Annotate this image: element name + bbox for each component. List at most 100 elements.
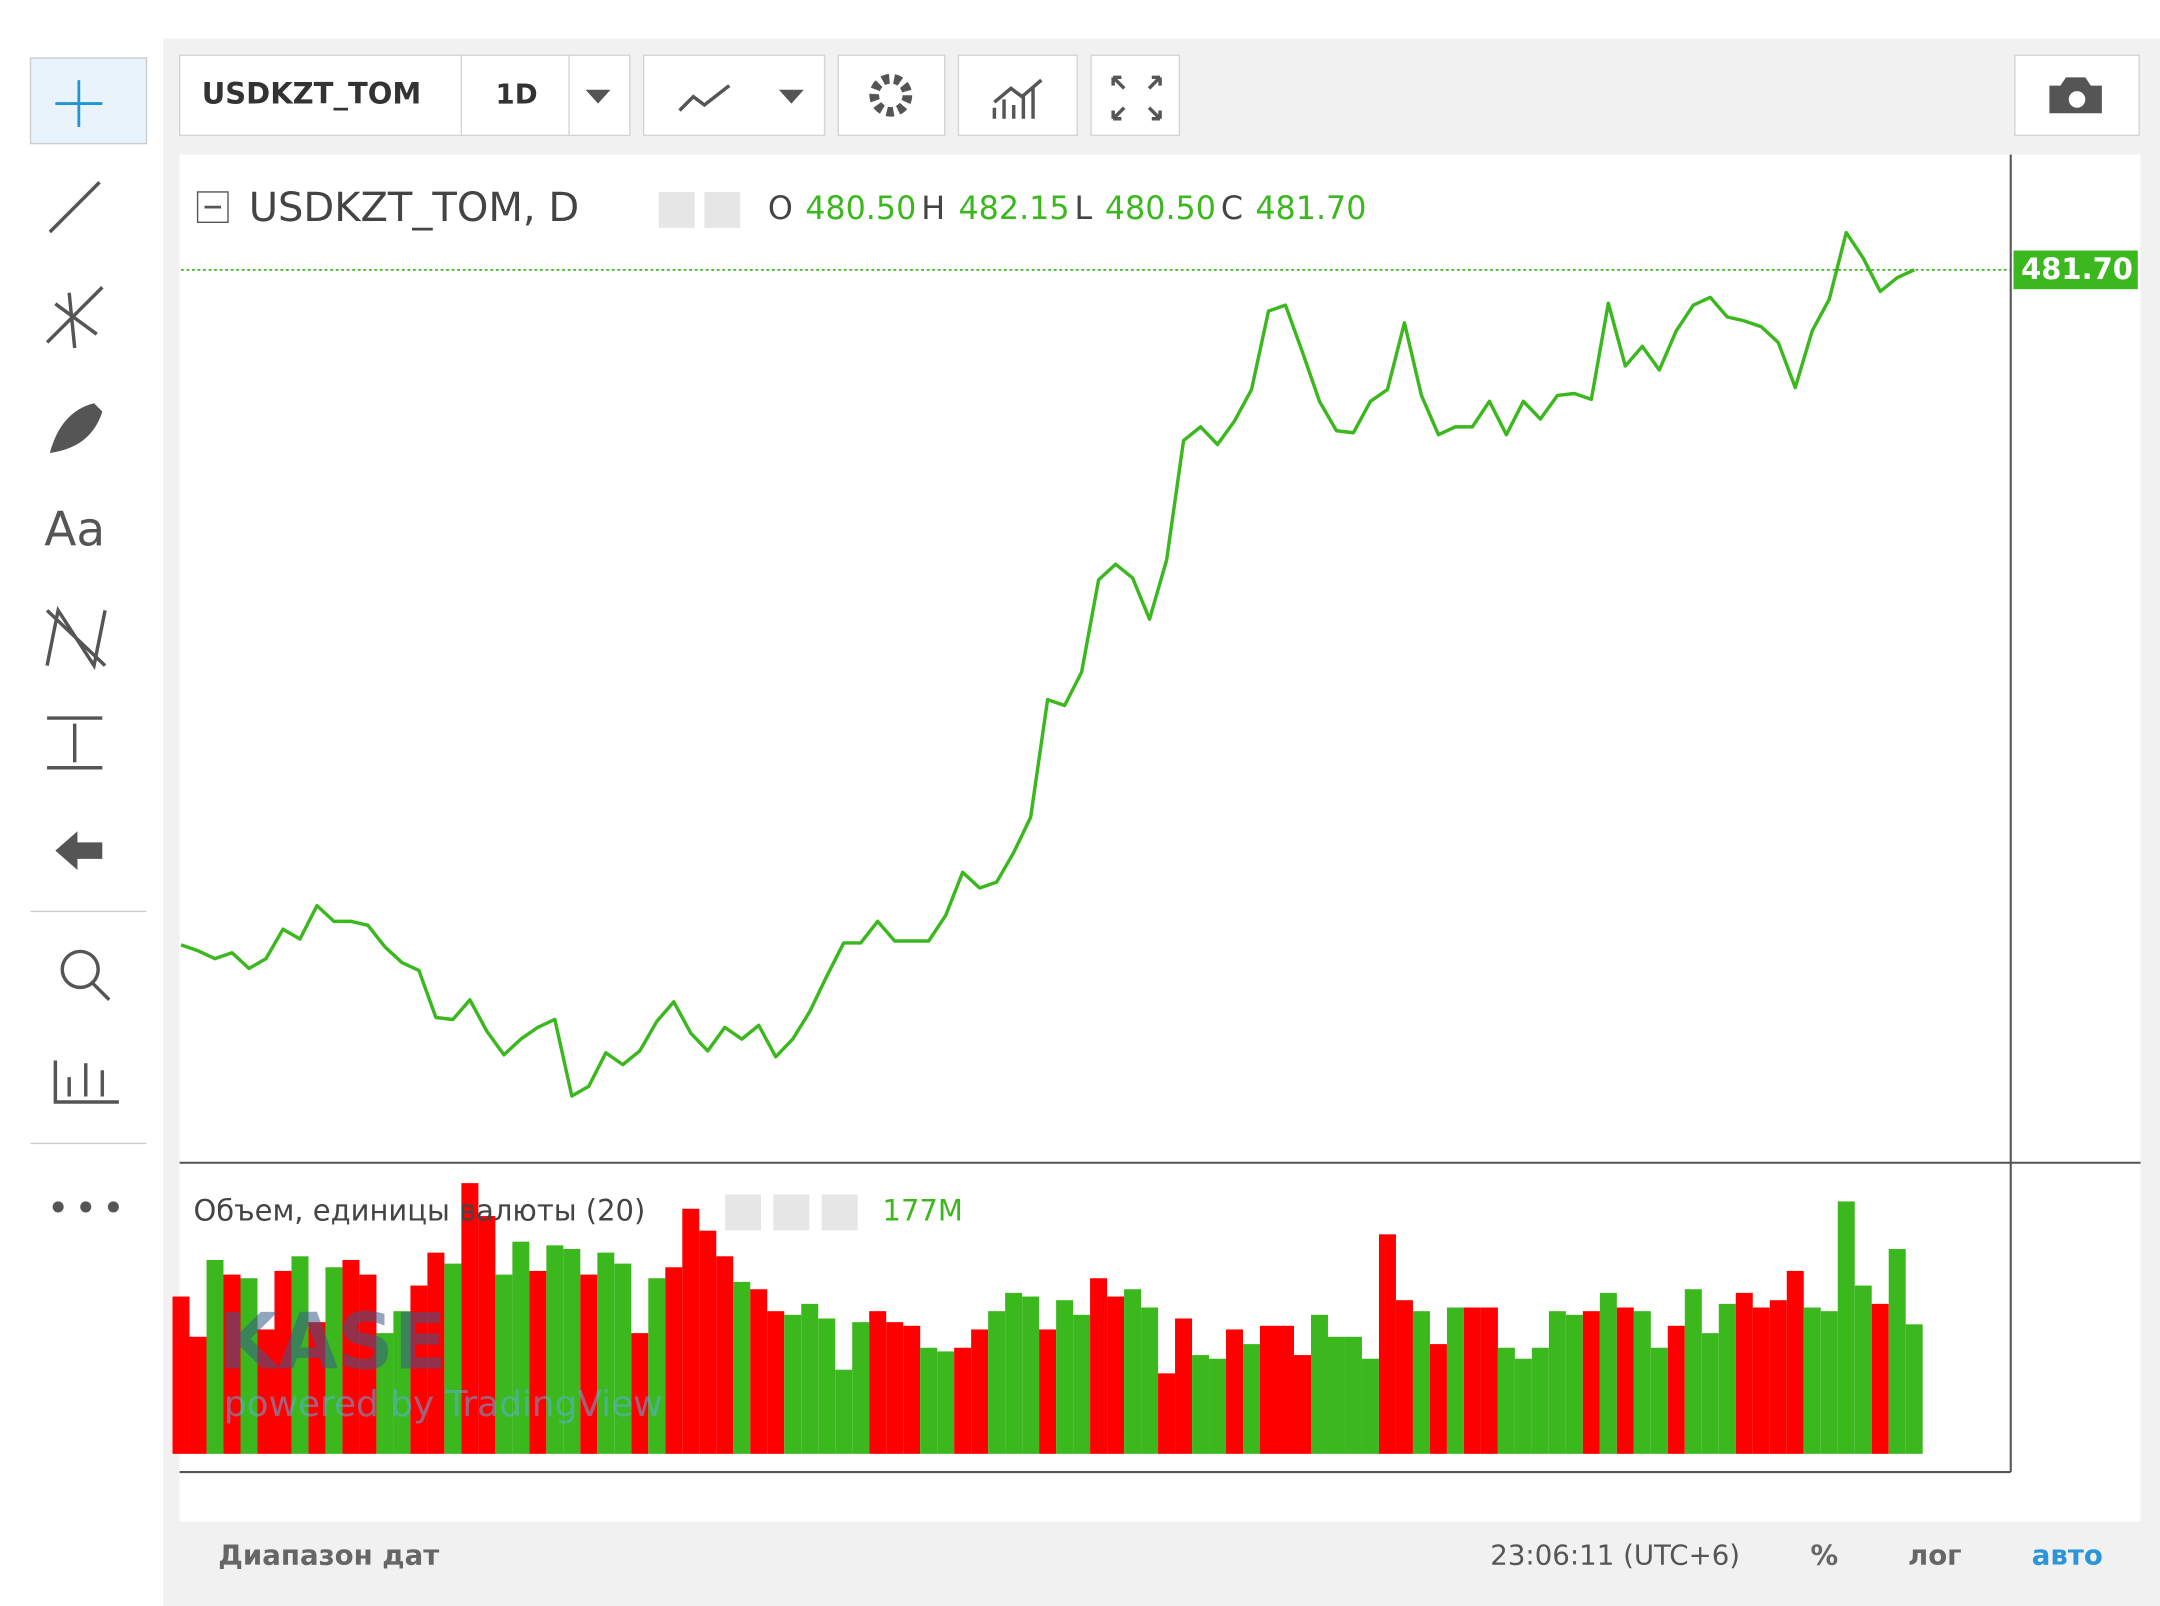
volume-bar	[257, 1329, 275, 1454]
volume-bar	[903, 1325, 921, 1454]
volume-bar	[342, 1259, 360, 1454]
price-pane: 481.70	[180, 230, 2138, 1098]
volume-bar	[1684, 1289, 1702, 1454]
clock: 23:06:11 (UTC+6)	[1490, 1538, 1740, 1571]
volume-bar	[1260, 1325, 1278, 1454]
bottom-bar-bg	[179, 1524, 2141, 1586]
symbol-box[interactable]	[178, 54, 631, 137]
volume-bar	[1514, 1358, 1532, 1454]
zoom-tool[interactable]	[60, 949, 100, 990]
volume-bar	[1310, 1314, 1328, 1454]
volume-bar	[1837, 1201, 1855, 1454]
volume-bar	[1888, 1248, 1906, 1454]
watermark-logo: KASE	[218, 1298, 446, 1388]
more-tools[interactable]	[52, 1201, 119, 1213]
volume-bar	[699, 1230, 717, 1454]
percent-toggle[interactable]: %	[1810, 1538, 1838, 1571]
style-dropdown[interactable]	[778, 89, 804, 104]
volume-bar	[1735, 1292, 1753, 1454]
volume-eye[interactable]	[725, 1194, 762, 1231]
volume-bar	[1820, 1311, 1838, 1454]
volume-bar	[937, 1351, 955, 1454]
volume-bar	[971, 1329, 989, 1454]
volume-bar	[886, 1322, 904, 1454]
pattern-tool[interactable]	[45, 605, 107, 671]
volume-bar	[1361, 1358, 1379, 1454]
volume-bar	[988, 1311, 1006, 1454]
volume-bar	[665, 1267, 683, 1454]
volume-bar	[1277, 1325, 1294, 1454]
volume-bar	[1565, 1314, 1583, 1454]
price-line	[180, 230, 1915, 1098]
volume-remove[interactable]	[821, 1194, 858, 1231]
volume-bar	[1497, 1347, 1515, 1454]
volume-bar	[580, 1274, 598, 1454]
volume-bar	[274, 1270, 292, 1454]
volume-bar	[954, 1347, 972, 1454]
volume-bar	[172, 1296, 190, 1454]
measure-tool[interactable]	[47, 716, 103, 770]
volume-bar	[206, 1259, 224, 1454]
settings-button[interactable]	[704, 191, 741, 228]
crosshair-tool[interactable]	[29, 57, 148, 145]
volume-bar	[1107, 1296, 1125, 1454]
ruler-tool[interactable]	[53, 1060, 119, 1104]
crosshair-icon	[55, 80, 103, 128]
volume-title: Объем, единицы валюты (20)	[193, 1193, 645, 1227]
o-value: 480.50	[805, 191, 916, 227]
l-label: L	[1074, 191, 1092, 227]
volume-bar	[733, 1281, 751, 1454]
volume-bar	[1293, 1355, 1311, 1454]
volume-bar	[1327, 1336, 1345, 1454]
gear-icon	[869, 73, 913, 117]
fib-tool[interactable]	[45, 286, 104, 349]
volume-bar	[1480, 1307, 1498, 1454]
brush-tool[interactable]	[49, 403, 103, 453]
eye-button[interactable]	[658, 191, 695, 228]
text-tool[interactable]: Aa	[44, 503, 105, 558]
settings[interactable]	[837, 54, 946, 137]
volume-bar	[1803, 1307, 1821, 1454]
back-tool[interactable]	[55, 831, 103, 870]
interval[interactable]: 1D	[496, 77, 538, 110]
watermark-powered: powered by TradingView	[224, 1384, 663, 1425]
zoom-handle	[91, 981, 111, 1002]
volume-settings[interactable]	[773, 1194, 810, 1231]
volume-bar	[1073, 1314, 1091, 1454]
line-style-icon	[678, 84, 731, 112]
volume-bar	[376, 1333, 394, 1454]
volume-bar	[1141, 1307, 1159, 1454]
volume-bar	[1446, 1307, 1464, 1454]
trendline-tool[interactable]	[48, 181, 101, 234]
volume-bar	[325, 1267, 343, 1454]
bottom-bar: Диапазон дат 23:06:11 (UTC+6) % лог авто	[179, 1524, 2141, 1586]
volume-bar	[1192, 1355, 1210, 1454]
volume-value: 177M	[883, 1193, 963, 1227]
volume-bar	[1429, 1344, 1447, 1454]
fullscreen[interactable]	[1090, 54, 1181, 137]
volume-bar	[1175, 1318, 1193, 1454]
symbol[interactable]: USDKZT_TOM	[202, 76, 421, 110]
volume-bar	[920, 1347, 938, 1454]
interval-dropdown[interactable]	[585, 89, 611, 104]
volume-bar	[240, 1278, 258, 1454]
volume-bar	[835, 1369, 853, 1454]
volume-bar	[512, 1241, 530, 1454]
volume-bar	[852, 1322, 870, 1454]
date-range[interactable]: Диапазон дат	[218, 1538, 439, 1571]
volume-bar	[1039, 1329, 1057, 1454]
legend-title: USDKZT_TOM, D	[249, 185, 579, 231]
volume-bar	[1158, 1373, 1176, 1454]
volume-bar	[410, 1285, 428, 1454]
volume-bar	[1412, 1311, 1430, 1454]
auto-toggle[interactable]: авто	[2032, 1538, 2103, 1571]
volume-bar	[1871, 1303, 1889, 1454]
volume-bar	[461, 1183, 479, 1454]
indicators-icon	[992, 78, 1043, 119]
volume-bar	[1905, 1324, 1923, 1454]
volume-bar	[308, 1322, 326, 1454]
log-toggle[interactable]: лог	[1908, 1538, 1962, 1571]
volume-bar	[1243, 1344, 1261, 1454]
volume-bar	[1090, 1278, 1108, 1454]
volume-bar	[427, 1252, 445, 1454]
